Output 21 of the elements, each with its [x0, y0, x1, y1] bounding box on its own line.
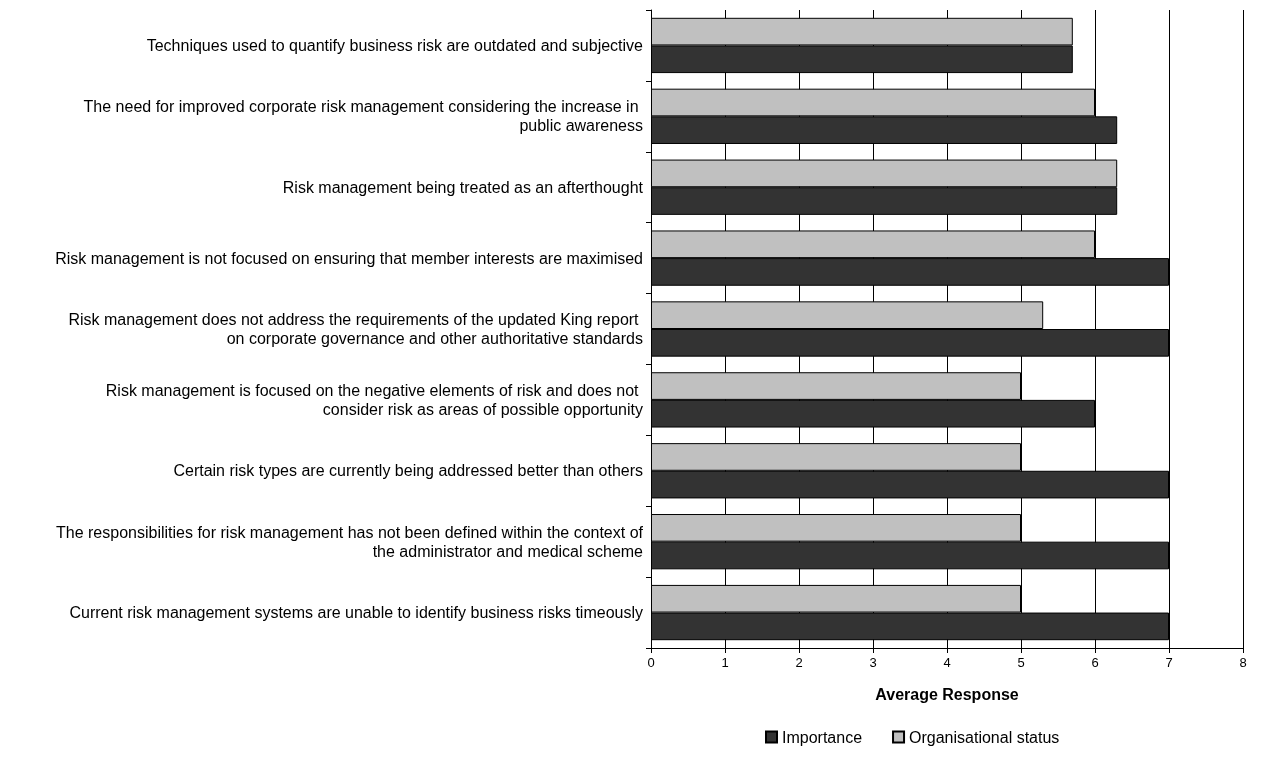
- y-tick-label: Certain risk types are currently being addressed better than others: [173, 462, 643, 480]
- y-tick-label: Techniques used to quantify business risk are outdated and subjective: [146, 36, 644, 54]
- y-tick-label: Current risk management systems are unable to identify business risks timeously: [69, 604, 643, 622]
- y-tick-label: Risk management does not address the requirements of the updated King report on corporate governance and other authoritative standards: [68, 311, 643, 347]
- legend-label: Organisational status: [909, 728, 1060, 746]
- y-tick-label: Risk management is not focused on ensuring that member interests are maximised: [55, 249, 643, 267]
- y-tick-label: The responsibilities for risk management has not been defined within the context of the administrator and medical scheme: [56, 523, 644, 560]
- x-tick-label: 0: [647, 655, 655, 670]
- y-tick-label: Risk management being treated as an afterthought: [282, 178, 644, 196]
- y-tick-label: The need for improved corporate risk management considering the increase in public awareness: [83, 98, 643, 135]
- x-tick-label: 4: [943, 655, 951, 670]
- x-tick-label: 3: [869, 655, 877, 670]
- y-tick-label: Risk management is focused on the negative elements of risk and does not consider risk as areas of possible opportunity: [105, 381, 643, 418]
- x-tick-label: 2: [795, 655, 803, 670]
- x-tick-label: 7: [1165, 655, 1173, 670]
- x-tick-label: 8: [1239, 655, 1247, 670]
- x-tick-label: 6: [1091, 655, 1099, 670]
- x-tick-label: 5: [1017, 655, 1025, 670]
- x-tick-label: 1: [721, 655, 729, 670]
- x-axis-title: Average Response: [875, 685, 1019, 703]
- legend-label: Importance: [782, 728, 863, 746]
